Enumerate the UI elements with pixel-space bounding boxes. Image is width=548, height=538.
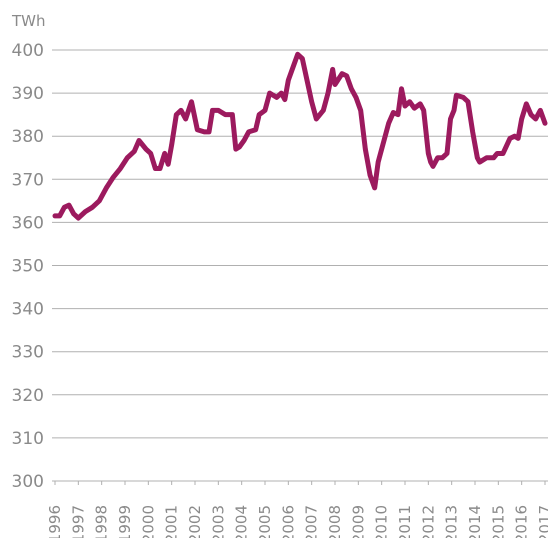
x-tick-label: 2000 <box>139 505 157 538</box>
x-tick-label: 2004 <box>233 505 251 538</box>
x-tick-label: 2006 <box>279 505 297 538</box>
x-tick-label: 2011 <box>396 505 414 538</box>
y-tick-label: 370 <box>12 170 44 190</box>
x-tick-label: 1996 <box>46 505 64 538</box>
y-tick-label: 300 <box>12 472 44 492</box>
y-tick-label: 350 <box>12 257 44 277</box>
x-tick-label: 1998 <box>93 505 111 538</box>
x-tick-label: 2007 <box>303 505 321 538</box>
y-tick-label: 330 <box>12 343 44 363</box>
data-line <box>52 51 548 221</box>
y-tick-label: 360 <box>12 213 44 233</box>
x-tick-label: 2005 <box>256 505 274 538</box>
x-tick-label: 2009 <box>349 505 367 538</box>
y-tick-label: 380 <box>12 127 44 147</box>
y-tick-label: 390 <box>12 84 44 104</box>
x-tick-label: 2003 <box>209 505 227 538</box>
x-tick-label: 1999 <box>116 505 134 538</box>
x-tick-label: 2017 <box>536 505 548 538</box>
x-tick-label: 2002 <box>186 505 204 538</box>
x-tick-label: 2013 <box>443 505 461 538</box>
x-tick-label: 2015 <box>489 505 507 538</box>
x-tick-label: 2014 <box>466 505 484 538</box>
y-axis-label: TWh <box>11 12 46 30</box>
x-tick-label: 2012 <box>419 505 437 538</box>
y-tick-label: 340 <box>12 300 44 320</box>
x-tick-label: 2016 <box>513 505 531 538</box>
x-tick-label: 2010 <box>373 505 391 538</box>
y-tick-label: 320 <box>12 386 44 406</box>
x-tick-label: 1997 <box>69 505 87 538</box>
y-tick-label: 400 <box>12 41 44 61</box>
y-tick-label: 310 <box>12 429 44 449</box>
x-tick-label: 2008 <box>326 505 344 538</box>
x-tick-label: 2001 <box>163 505 181 538</box>
